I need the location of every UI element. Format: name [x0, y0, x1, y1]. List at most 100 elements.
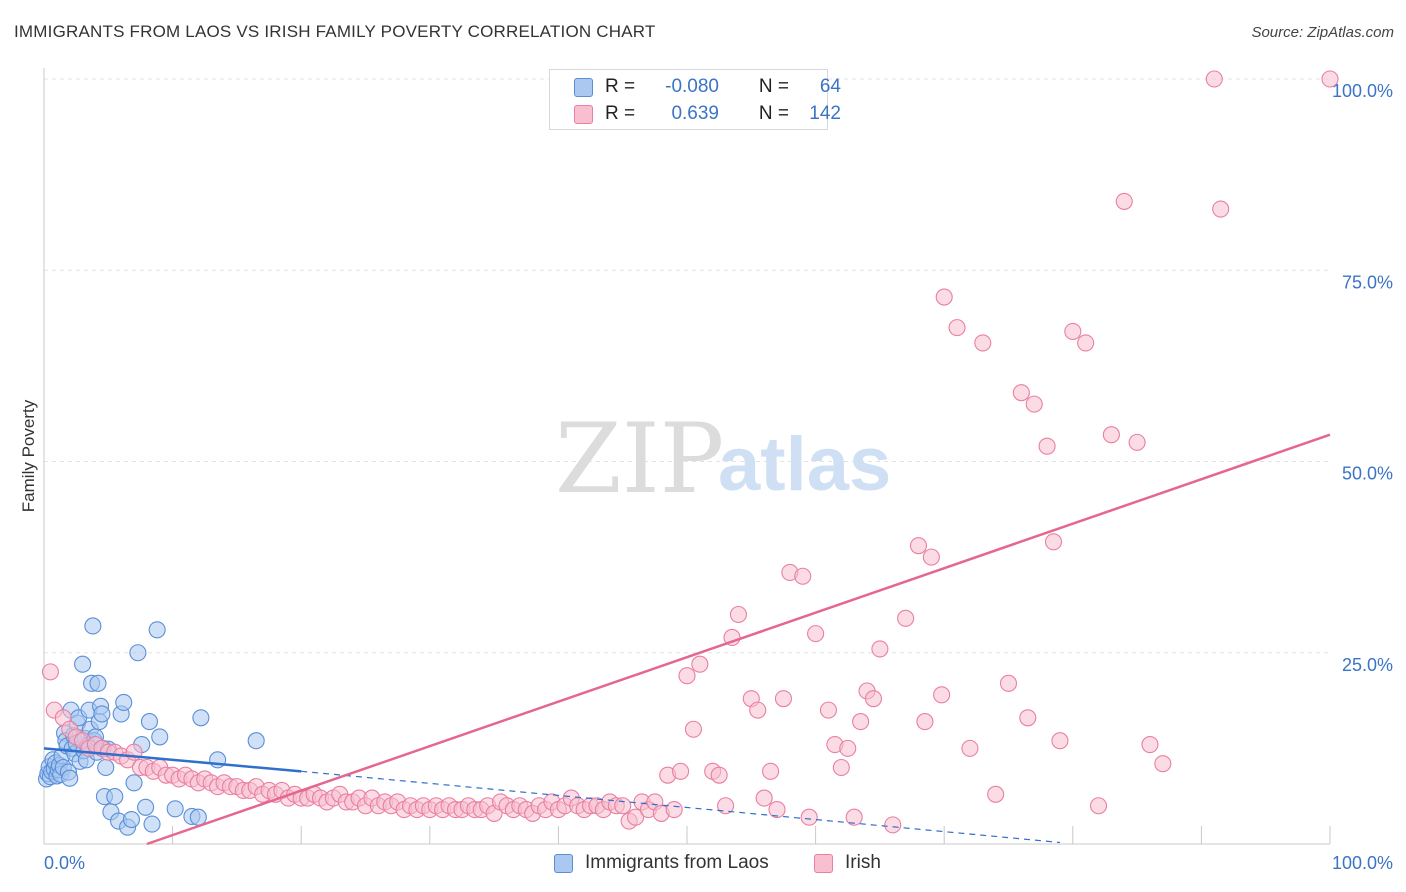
irish-point	[916, 713, 934, 731]
trend-lines	[43, 433, 1331, 846]
irish-point	[627, 808, 645, 826]
legend-row-irish: R = 0.639 N = 142	[574, 102, 841, 126]
irish-point	[762, 762, 780, 780]
watermark-zip: ZIP	[555, 403, 724, 515]
irish-point	[1019, 709, 1037, 727]
irish-point	[1102, 426, 1120, 444]
y-axis-label: Family Poverty	[19, 399, 38, 512]
irish-point	[1025, 395, 1043, 413]
laos-point	[122, 810, 140, 829]
irish-point	[794, 567, 812, 585]
laos-point	[189, 808, 207, 826]
laos-point	[74, 655, 92, 673]
irish-trend-line	[146, 433, 1331, 846]
laos-point	[137, 798, 155, 816]
laos-point	[97, 758, 115, 777]
irish-point	[729, 605, 747, 624]
irish-point	[1064, 322, 1082, 341]
irish-point	[1212, 200, 1230, 218]
legend-n-value: 64	[819, 76, 841, 97]
legend-r-label: R =	[605, 103, 636, 124]
irish-point	[710, 766, 728, 784]
legend-swatch-laos	[574, 77, 593, 97]
laos-point	[148, 621, 166, 639]
irish-point	[832, 758, 850, 777]
series-legend-irish[interactable]: Irish	[814, 852, 881, 874]
y-tick-label: 25.0%	[1342, 655, 1393, 675]
irish-point	[1154, 755, 1172, 773]
chart-source: Source: ZipAtlas.com	[1251, 24, 1394, 41]
chart-title: IMMIGRANTS FROM LAOS VS IRISH FAMILY POV…	[14, 22, 656, 41]
irish-point	[935, 288, 953, 306]
laos-point	[192, 709, 210, 727]
laos-point	[247, 732, 265, 750]
irish-point	[1012, 384, 1030, 402]
irish-point	[755, 789, 773, 807]
y-tick-label: 75.0%	[1342, 272, 1393, 292]
irish-point	[922, 548, 940, 566]
series-label-irish: Irish	[845, 852, 881, 873]
series-swatch-laos	[554, 853, 573, 873]
irish-point	[774, 690, 793, 708]
irish-point	[807, 625, 825, 643]
irish-point	[691, 655, 709, 673]
irish-point	[717, 797, 735, 815]
laos-point	[106, 788, 124, 806]
axes	[43, 68, 1331, 845]
laos-point	[166, 800, 184, 818]
series-legend-laos[interactable]: Immigrants from Laos	[554, 852, 769, 874]
irish-point	[614, 797, 632, 815]
legend-n-value: 142	[809, 103, 841, 124]
irish-point	[999, 674, 1018, 692]
irish-point	[839, 739, 857, 757]
tick-labels: 25.0% 50.0% 75.0% 100.0% 0.0% 100.0%	[44, 81, 1393, 873]
irish-point	[800, 808, 818, 826]
irish-point	[987, 785, 1005, 803]
laos-point	[84, 617, 102, 635]
irish-point	[1321, 70, 1339, 88]
laos-point	[140, 713, 159, 731]
laos-point	[151, 728, 169, 746]
irish-point	[974, 334, 992, 352]
y-tick-label: 50.0%	[1342, 464, 1393, 484]
irish-point	[1089, 797, 1108, 815]
legend-r-label: R =	[605, 76, 636, 97]
laos-point	[61, 769, 79, 787]
legend-r-value: 0.639	[671, 103, 719, 124]
irish-point	[933, 686, 951, 704]
legend-r-value: -0.080	[665, 76, 719, 97]
irish-point	[852, 713, 870, 731]
legend-swatch-irish	[574, 104, 593, 124]
series-label-laos: Immigrants from Laos	[585, 852, 769, 873]
irish-point	[1038, 437, 1056, 455]
irish-point	[1115, 192, 1133, 210]
legend-row-laos: R = -0.080 N = 64	[574, 75, 841, 99]
irish-point	[1128, 433, 1146, 451]
irish-point	[749, 701, 767, 719]
laos-point	[125, 774, 143, 792]
irish-point	[678, 667, 696, 685]
irish-point	[1205, 70, 1223, 88]
laos-point	[89, 674, 107, 692]
irish-point	[1051, 732, 1069, 750]
irish-point	[909, 537, 928, 555]
irish-point	[897, 609, 915, 627]
irish-point	[864, 690, 883, 708]
irish-point	[845, 808, 863, 826]
legend-n-label: N =	[758, 103, 789, 124]
irish-point	[684, 720, 702, 738]
irish-point	[665, 801, 683, 819]
laos-point	[93, 705, 111, 723]
watermark-atlas: atlas	[718, 422, 891, 507]
irish-point	[1044, 533, 1063, 551]
correlation-legend: R = -0.080 N = 64 R = 0.639 N = 142	[549, 69, 841, 130]
watermark: ZIP atlas	[555, 403, 891, 515]
irish-point	[961, 739, 979, 757]
laos-trend-line	[43, 747, 302, 773]
irish-point	[819, 701, 838, 719]
laos-point	[143, 815, 161, 833]
y-tick-label: 100.0%	[1332, 81, 1393, 101]
irish-point	[41, 663, 59, 681]
irish-point	[768, 801, 786, 819]
